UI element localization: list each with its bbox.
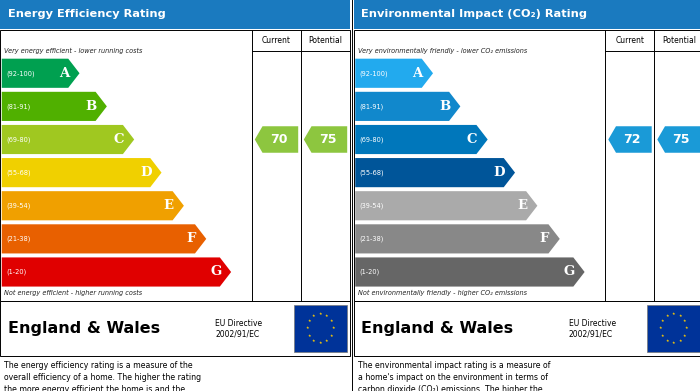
Bar xyxy=(354,0,700,29)
Text: Very energy efficient - lower running costs: Very energy efficient - lower running co… xyxy=(4,48,143,54)
Bar xyxy=(354,301,700,356)
Text: England & Wales: England & Wales xyxy=(8,321,160,336)
Text: A: A xyxy=(59,67,69,80)
Text: (39-54): (39-54) xyxy=(360,203,384,209)
Bar xyxy=(0,30,350,301)
Text: ★: ★ xyxy=(672,341,676,345)
Text: (81-91): (81-91) xyxy=(6,103,30,109)
Text: ★: ★ xyxy=(683,319,687,323)
Text: A: A xyxy=(412,67,423,80)
Text: (1-20): (1-20) xyxy=(360,269,379,275)
Text: ★: ★ xyxy=(666,314,669,318)
Text: 75: 75 xyxy=(673,133,690,146)
Text: ★: ★ xyxy=(661,334,664,337)
Text: G: G xyxy=(564,265,575,278)
Polygon shape xyxy=(304,126,347,153)
Text: England & Wales: England & Wales xyxy=(361,321,513,336)
Text: (21-38): (21-38) xyxy=(6,236,30,242)
Text: (1-20): (1-20) xyxy=(6,269,26,275)
Polygon shape xyxy=(355,158,515,187)
Text: Potential: Potential xyxy=(662,36,696,45)
Bar xyxy=(294,305,346,352)
Text: E: E xyxy=(163,199,174,212)
Text: (39-54): (39-54) xyxy=(6,203,30,209)
Text: ★: ★ xyxy=(325,339,328,343)
Text: C: C xyxy=(113,133,124,146)
Text: (55-68): (55-68) xyxy=(6,169,31,176)
Bar xyxy=(0,301,350,356)
Text: B: B xyxy=(440,100,451,113)
Text: (69-80): (69-80) xyxy=(360,136,384,143)
Text: Current: Current xyxy=(262,36,291,45)
Polygon shape xyxy=(657,126,700,153)
Text: ★: ★ xyxy=(678,314,682,318)
Text: ★: ★ xyxy=(683,334,687,337)
Text: (21-38): (21-38) xyxy=(360,236,384,242)
Polygon shape xyxy=(608,126,652,153)
Text: ★: ★ xyxy=(318,312,322,316)
Text: ★: ★ xyxy=(312,339,316,343)
Text: ★: ★ xyxy=(330,319,333,323)
Text: ★: ★ xyxy=(307,319,311,323)
Text: ★: ★ xyxy=(318,341,322,345)
Text: B: B xyxy=(86,100,97,113)
Text: F: F xyxy=(540,232,549,246)
Polygon shape xyxy=(255,126,298,153)
Text: Not environmentally friendly - higher CO₂ emissions: Not environmentally friendly - higher CO… xyxy=(358,290,526,296)
Polygon shape xyxy=(355,191,538,220)
Text: 75: 75 xyxy=(319,133,337,146)
Text: 72: 72 xyxy=(624,133,641,146)
Text: Very environmentally friendly - lower CO₂ emissions: Very environmentally friendly - lower CO… xyxy=(358,48,527,54)
Polygon shape xyxy=(355,59,433,88)
Text: ★: ★ xyxy=(312,314,316,318)
Text: ★: ★ xyxy=(330,334,333,337)
Text: The environmental impact rating is a measure of
a home's impact on the environme: The environmental impact rating is a mea… xyxy=(358,361,551,391)
Polygon shape xyxy=(355,224,560,253)
Text: EU Directive
2002/91/EC: EU Directive 2002/91/EC xyxy=(216,319,262,338)
Bar xyxy=(0,0,350,29)
Text: (81-91): (81-91) xyxy=(360,103,384,109)
Text: ★: ★ xyxy=(307,334,311,337)
Text: ★: ★ xyxy=(661,319,664,323)
Text: Environmental Impact (CO₂) Rating: Environmental Impact (CO₂) Rating xyxy=(361,9,587,19)
Bar xyxy=(354,30,700,301)
Text: ★: ★ xyxy=(685,326,688,330)
Text: C: C xyxy=(467,133,477,146)
Text: The energy efficiency rating is a measure of the
overall efficiency of a home. T: The energy efficiency rating is a measur… xyxy=(4,361,202,391)
Text: G: G xyxy=(210,265,221,278)
Polygon shape xyxy=(355,125,488,154)
Text: ★: ★ xyxy=(678,339,682,343)
Text: ★: ★ xyxy=(666,339,669,343)
Text: (92-100): (92-100) xyxy=(6,70,34,77)
Polygon shape xyxy=(1,92,107,121)
Text: (92-100): (92-100) xyxy=(360,70,388,77)
Polygon shape xyxy=(355,92,461,121)
Text: Current: Current xyxy=(615,36,645,45)
Polygon shape xyxy=(355,257,584,287)
Text: F: F xyxy=(186,232,195,246)
Text: 70: 70 xyxy=(270,133,288,146)
Text: D: D xyxy=(494,166,505,179)
Text: ★: ★ xyxy=(331,326,335,330)
Text: E: E xyxy=(517,199,527,212)
Bar xyxy=(648,305,700,352)
Polygon shape xyxy=(1,224,206,253)
Polygon shape xyxy=(1,158,162,187)
Polygon shape xyxy=(1,257,231,287)
Text: ★: ★ xyxy=(306,326,309,330)
Polygon shape xyxy=(1,125,134,154)
Polygon shape xyxy=(1,59,80,88)
Text: EU Directive
2002/91/EC: EU Directive 2002/91/EC xyxy=(568,319,616,338)
Text: D: D xyxy=(140,166,152,179)
Text: ★: ★ xyxy=(672,312,676,316)
Text: (69-80): (69-80) xyxy=(6,136,31,143)
Text: ★: ★ xyxy=(325,314,328,318)
Text: Not energy efficient - higher running costs: Not energy efficient - higher running co… xyxy=(4,290,142,296)
Text: (55-68): (55-68) xyxy=(360,169,384,176)
Polygon shape xyxy=(1,191,184,220)
Text: ★: ★ xyxy=(659,326,663,330)
Text: Potential: Potential xyxy=(309,36,342,45)
Text: Energy Efficiency Rating: Energy Efficiency Rating xyxy=(8,9,165,19)
